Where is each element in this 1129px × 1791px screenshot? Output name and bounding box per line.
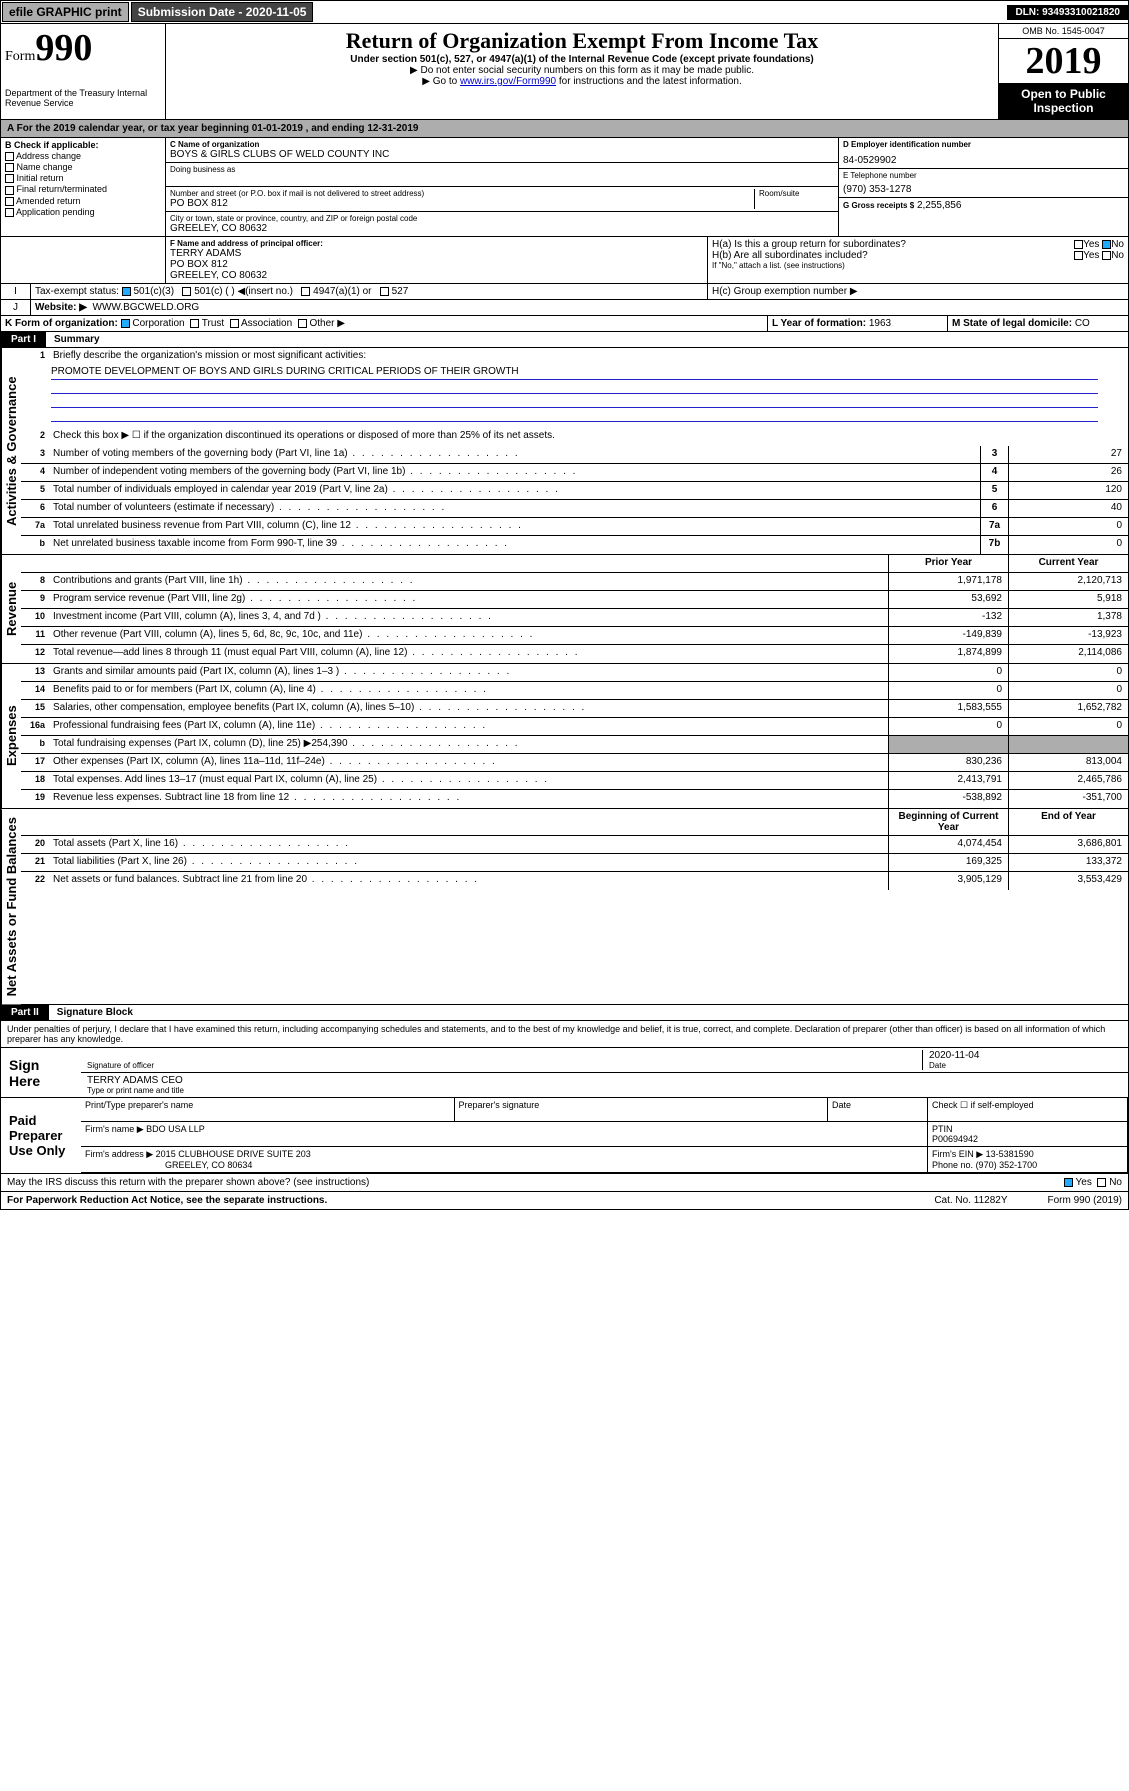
part1-header: Part I Summary xyxy=(0,332,1129,348)
exp-row: 14 Benefits paid to or for members (Part… xyxy=(21,682,1128,700)
expenses-label: Expenses xyxy=(1,664,21,808)
net-row: 20 Total assets (Part X, line 16) 4,074,… xyxy=(21,836,1128,854)
firm-ein: 13-5381590 xyxy=(986,1149,1034,1159)
officer-sig-name: TERRY ADAMS CEO xyxy=(87,1075,1122,1086)
org-name: BOYS & GIRLS CLUBS OF WELD COUNTY INC xyxy=(170,149,834,160)
gross-label: G Gross receipts $ xyxy=(843,201,914,210)
form-subtitle: Under section 501(c), 527, or 4947(a)(1)… xyxy=(170,54,994,65)
prior-year-header: Prior Year xyxy=(888,555,1008,572)
submission-date-button[interactable]: Submission Date - 2020-11-05 xyxy=(131,2,314,22)
omb-number: OMB No. 1545-0047 xyxy=(999,24,1128,39)
officer-addr1: PO BOX 812 xyxy=(170,259,703,270)
room-label: Room/suite xyxy=(759,189,834,198)
exp-row: b Total fundraising expenses (Part IX, c… xyxy=(21,736,1128,754)
ptin-value: P00694942 xyxy=(932,1134,978,1144)
exp-row: 13 Grants and similar amounts paid (Part… xyxy=(21,664,1128,682)
officer-addr2: GREELEY, CO 80632 xyxy=(170,270,703,281)
officer-label: F Name and address of principal officer: xyxy=(170,239,703,248)
firm-phone: (970) 352-1700 xyxy=(976,1160,1038,1170)
signature-block: Sign Here Signature of officer 2020-11-0… xyxy=(0,1048,1129,1174)
hc-label: H(c) Group exemption number ▶ xyxy=(708,284,1128,299)
ein-value: 84-0529902 xyxy=(843,155,1124,166)
revenue-label: Revenue xyxy=(1,555,21,663)
ha-label: H(a) Is this a group return for subordin… xyxy=(712,239,906,250)
tax-year: 2019 xyxy=(999,39,1128,83)
firm-addr: 2015 CLUBHOUSE DRIVE SUITE 203 xyxy=(156,1149,311,1159)
rev-row: 11 Other revenue (Part VIII, column (A),… xyxy=(21,627,1128,645)
phone-value: (970) 353-1278 xyxy=(843,184,1124,195)
city-label: City or town, state or province, country… xyxy=(170,214,834,223)
net-row: 22 Net assets or fund balances. Subtract… xyxy=(21,872,1128,890)
dept-label: Department of the Treasury Internal Reve… xyxy=(5,88,161,108)
identity-block: B Check if applicable: Address change Na… xyxy=(0,138,1129,237)
exp-row: 17 Other expenses (Part IX, column (A), … xyxy=(21,754,1128,772)
city-value: GREELEY, CO 80632 xyxy=(170,223,834,234)
end-year-header: End of Year xyxy=(1008,809,1128,835)
rev-row: 9 Program service revenue (Part VIII, li… xyxy=(21,591,1128,609)
ein-label: D Employer identification number xyxy=(843,140,1124,149)
rev-row: 10 Investment income (Part VIII, column … xyxy=(21,609,1128,627)
dba-label: Doing business as xyxy=(170,165,834,174)
sign-here-label: Sign Here xyxy=(1,1048,81,1097)
exp-row: 15 Salaries, other compensation, employe… xyxy=(21,700,1128,718)
footer-row: For Paperwork Reduction Act Notice, see … xyxy=(0,1192,1129,1210)
part2-header: Part II Signature Block xyxy=(0,1005,1129,1021)
exp-row: 19 Revenue less expenses. Subtract line … xyxy=(21,790,1128,808)
tax-status-row: I Tax-exempt status: 501(c)(3) 501(c) ( … xyxy=(0,284,1129,300)
form-header: Form990 Department of the Treasury Inter… xyxy=(0,24,1129,120)
top-toolbar: efile GRAPHIC print Submission Date - 20… xyxy=(0,0,1129,24)
line1-text: Briefly describe the organization's miss… xyxy=(49,348,1128,366)
hb-note: If "No," attach a list. (see instruction… xyxy=(712,261,1124,270)
website-value: WWW.BGCWELD.ORG xyxy=(93,302,200,313)
period-row: A For the 2019 calendar year, or tax yea… xyxy=(0,120,1129,138)
form-note-1: ▶ Do not enter social security numbers o… xyxy=(170,65,994,76)
addr-label: Number and street (or P.O. box if mail i… xyxy=(170,189,754,198)
irs-link[interactable]: www.irs.gov/Form990 xyxy=(460,76,556,87)
expenses-section: Expenses 13 Grants and similar amounts p… xyxy=(0,664,1129,809)
gov-row: b Net unrelated business taxable income … xyxy=(21,536,1128,554)
gov-row: 5 Total number of individuals employed i… xyxy=(21,482,1128,500)
governance-label: Activities & Governance xyxy=(1,348,21,554)
form-title: Return of Organization Exempt From Incom… xyxy=(170,28,994,54)
gov-row: 4 Number of independent voting members o… xyxy=(21,464,1128,482)
governance-section: Activities & Governance 1 Briefly descri… xyxy=(0,348,1129,555)
gross-value: 2,255,856 xyxy=(917,200,962,211)
discuss-row: May the IRS discuss this return with the… xyxy=(0,1174,1129,1192)
dln-label: DLN: 93493310021820 xyxy=(1007,5,1128,20)
exp-row: 16a Professional fundraising fees (Part … xyxy=(21,718,1128,736)
exp-row: 18 Total expenses. Add lines 13–17 (must… xyxy=(21,772,1128,790)
mission-text: PROMOTE DEVELOPMENT OF BOYS AND GIRLS DU… xyxy=(51,366,1098,380)
addr-value: PO BOX 812 xyxy=(170,198,754,209)
officer-block: F Name and address of principal officer:… xyxy=(0,237,1129,284)
net-row: 21 Total liabilities (Part X, line 26) 1… xyxy=(21,854,1128,872)
netassets-section: Net Assets or Fund Balances Beginning of… xyxy=(0,809,1129,1005)
beginning-year-header: Beginning of Current Year xyxy=(888,809,1008,835)
form-990-logo: Form990 xyxy=(5,26,161,70)
firm-name: BDO USA LLP xyxy=(146,1124,205,1134)
rev-row: 8 Contributions and grants (Part VIII, l… xyxy=(21,573,1128,591)
rev-row: 12 Total revenue—add lines 8 through 11 … xyxy=(21,645,1128,663)
current-year-header: Current Year xyxy=(1008,555,1128,572)
officer-name: TERRY ADAMS xyxy=(170,248,703,259)
revenue-section: Revenue Prior Year Current Year 8 Contri… xyxy=(0,555,1129,664)
gov-row: 7a Total unrelated business revenue from… xyxy=(21,518,1128,536)
form-note-2: ▶ Go to www.irs.gov/Form990 for instruct… xyxy=(170,76,994,87)
gov-row: 3 Number of voting members of the govern… xyxy=(21,446,1128,464)
org-form-row: K Form of organization: Corporation Trus… xyxy=(0,316,1129,332)
inspection-badge: Open to Public Inspection xyxy=(999,83,1128,119)
phone-label: E Telephone number xyxy=(843,171,1124,180)
paid-preparer-label: Paid Preparer Use Only xyxy=(1,1098,81,1173)
line2-text: Check this box ▶ ☐ if the organization d… xyxy=(49,428,1128,446)
box-b-checkboxes: B Check if applicable: Address change Na… xyxy=(1,138,166,236)
efile-button[interactable]: efile GRAPHIC print xyxy=(2,2,129,22)
gov-row: 6 Total number of volunteers (estimate i… xyxy=(21,500,1128,518)
org-name-label: C Name of organization xyxy=(170,140,834,149)
hb-label: H(b) Are all subordinates included? xyxy=(712,250,868,261)
website-row: J Website: ▶ WWW.BGCWELD.ORG xyxy=(0,300,1129,316)
netassets-label: Net Assets or Fund Balances xyxy=(1,809,21,1004)
perjury-text: Under penalties of perjury, I declare th… xyxy=(0,1021,1129,1048)
